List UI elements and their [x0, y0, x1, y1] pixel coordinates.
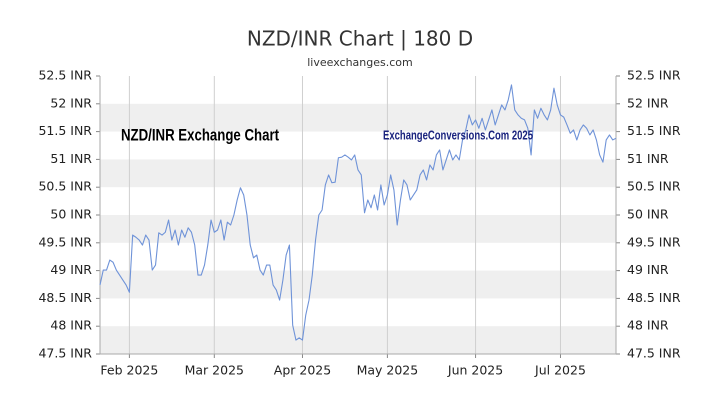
- grid: 47.5 INR 47.5 INR 48 INR 48 INR 48.5 INR 48.5…: [38, 68, 680, 378]
- y-tick-label: 49.5 INR: [38, 234, 92, 249]
- x-tick-label: Apr 2025: [274, 363, 331, 378]
- grid-band: [100, 159, 616, 188]
- y-tick-label: 52 INR: [50, 95, 92, 110]
- watermark: ExchangeConversions.Com 2025: [383, 127, 533, 142]
- y-tick-label-right: 50 INR: [627, 207, 669, 222]
- grid-band: [100, 103, 616, 132]
- y-tick-label-right: 49 INR: [627, 262, 669, 277]
- y-tick-label-right: 49.5 INR: [627, 234, 681, 249]
- annotation: NZD/INR Exchange Chart: [121, 125, 279, 144]
- y-tick-label-right: 51 INR: [627, 151, 669, 166]
- y-tick-label-right: 52 INR: [627, 95, 669, 110]
- grid-band: [100, 215, 616, 243]
- line: [99, 84, 617, 341]
- y-tick-label: 52.5 INR: [38, 68, 92, 83]
- y-tick-label-right: 48.5 INR: [627, 290, 681, 305]
- plot: [99, 84, 617, 341]
- x-tick-label: Jul 2025: [534, 363, 586, 378]
- y-tick-label: 51.5 INR: [38, 123, 92, 138]
- x-tick-label: Jun 2025: [447, 363, 503, 378]
- x-tick-label: Feb 2025: [100, 363, 158, 378]
- y-tick-label-right: 51.5 INR: [627, 123, 681, 138]
- y-tick-label-right: 52.5 INR: [627, 68, 681, 83]
- grid-band: [100, 326, 616, 354]
- y-tick-label: 48 INR: [50, 318, 92, 333]
- chart-title: NZD/INR Chart | 180 D: [247, 27, 473, 51]
- x-tick-label: Mar 2025: [185, 363, 244, 378]
- x-tick-label: May 2025: [357, 363, 419, 378]
- y-tick-label: 50.5 INR: [38, 179, 92, 194]
- y-tick-label: 50 INR: [50, 207, 92, 222]
- y-tick-label-right: 48 INR: [627, 318, 669, 333]
- y-tick-label: 47.5 INR: [38, 346, 92, 361]
- y-tick-label: 51 INR: [50, 151, 92, 166]
- grid-band: [100, 270, 616, 299]
- plot-background: [100, 103, 616, 354]
- y-tick-label: 49 INR: [50, 262, 92, 277]
- y-tick-label-right: 47.5 INR: [627, 346, 681, 361]
- chart-subtitle: liveexchanges.com: [307, 56, 412, 69]
- y-tick-label-right: 50.5 INR: [627, 179, 681, 194]
- y-tick-label: 48.5 INR: [38, 290, 92, 305]
